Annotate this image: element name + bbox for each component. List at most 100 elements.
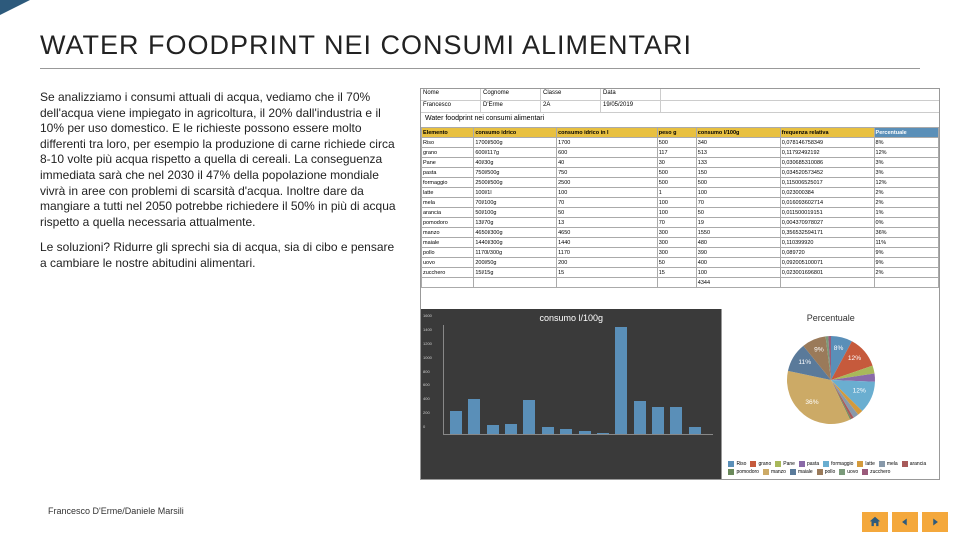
sheet-header-values: Francesco D'Erme 2A 19/05/2019 — [421, 101, 939, 113]
legend-item: pasta — [799, 461, 819, 467]
table-row: uovo200l/50g200504000,0920051000719% — [422, 258, 939, 268]
table-row: manzo4650l/300g465030015500,356532594171… — [422, 228, 939, 238]
legend-swatch — [862, 469, 868, 475]
data-table: Elementoconsumo idricoconsumo idrico in … — [421, 127, 939, 288]
val-data: 19/05/2019 — [601, 101, 661, 112]
legend-item: formaggio — [823, 461, 853, 467]
body-text: Se analizziamo i consumi attuali di acqu… — [40, 90, 400, 282]
legend-item: Pane — [775, 461, 795, 467]
svg-text:36%: 36% — [805, 399, 818, 406]
bar-y-labels: 16001400120010008006004002000 — [423, 313, 437, 429]
table-row: grano600l/117g6001175130,1179249219212% — [422, 148, 939, 158]
legend-swatch — [857, 461, 863, 467]
bar — [689, 427, 701, 434]
legend-item: Riso — [728, 461, 746, 467]
col-header: consumo l/100g — [696, 128, 780, 138]
bar — [670, 407, 682, 435]
nav-prev-button[interactable] — [892, 512, 918, 532]
col-header: Percentuale — [874, 128, 938, 138]
pie-chart: Percentuale 8% 12% 12% 36% 11%9% Riso grano Pa… — [721, 309, 939, 479]
table-row: pomodoro13l/70g1370190,0043709780270% — [422, 218, 939, 228]
legend-item: uovo — [839, 469, 858, 475]
col-header: consumo idrico — [474, 128, 557, 138]
table-row: zucchero15l/15g15151000,0230016968012% — [422, 268, 939, 278]
table-title: Water foodprint nei consumi alimentari — [421, 113, 939, 127]
legend-item: latte — [857, 461, 874, 467]
col-header: Elemento — [422, 128, 474, 138]
bar — [634, 401, 646, 434]
sheet-header-labels: Nome Cognome Classe Data — [421, 89, 939, 101]
legend-item: pomodoro — [728, 469, 759, 475]
legend-swatch — [763, 469, 769, 475]
bar — [487, 425, 499, 434]
bar — [615, 327, 627, 434]
bar-chart: consumo l/100g 1600140012001000800600400… — [421, 309, 721, 479]
table-row: Pane40l/30g40301330,0306853100863% — [422, 158, 939, 168]
svg-text:11%: 11% — [798, 359, 811, 366]
legend-swatch — [728, 461, 734, 467]
paragraph-1: Se analizziamo i consumi attuali di acqu… — [40, 90, 400, 230]
legend-swatch — [775, 461, 781, 467]
arrow-right-icon — [928, 515, 942, 529]
svg-text:12%: 12% — [852, 387, 865, 394]
legend-item: zucchero — [862, 469, 890, 475]
spreadsheet-screenshot: Nome Cognome Classe Data Francesco D'Erm… — [420, 88, 940, 480]
nav-home-button[interactable] — [862, 512, 888, 532]
footer-credit: Francesco D'Erme/Daniele Marsili — [48, 506, 184, 516]
table-row: maiale1440l/300g14403004800,11039992011% — [422, 238, 939, 248]
arrow-left-icon — [898, 515, 912, 529]
val-cognome: D'Erme — [481, 101, 541, 112]
hdr-nome: Nome — [421, 89, 481, 100]
legend-swatch — [790, 469, 796, 475]
legend-swatch — [750, 461, 756, 467]
col-header: peso g — [657, 128, 696, 138]
val-classe: 2A — [541, 101, 601, 112]
bar — [579, 431, 591, 434]
legend-item: mela — [879, 461, 898, 467]
bar-area — [443, 325, 713, 435]
legend-item: manzo — [763, 469, 786, 475]
legend-swatch — [839, 469, 845, 475]
legend-item: grano — [750, 461, 771, 467]
corner-decoration-tl — [0, 0, 30, 15]
table-row: pollo1170l/300g11703003900,0897209% — [422, 248, 939, 258]
table-row: Riso1700l/500g17005003400,0781467583498% — [422, 138, 939, 148]
table-row: latte100l/1l10011000,0230003842% — [422, 188, 939, 198]
col-header: consumo idrico in l — [557, 128, 658, 138]
svg-text:9%: 9% — [814, 347, 824, 354]
legend-swatch — [902, 461, 908, 467]
page-title: WATER FOODPRINT NEI CONSUMI ALIMENTARI — [40, 30, 692, 61]
legend-swatch — [879, 461, 885, 467]
legend-item: arancia — [902, 461, 926, 467]
bar — [560, 429, 572, 434]
bar — [597, 433, 609, 434]
paragraph-2: Le soluzioni? Ridurre gli sprechi sia di… — [40, 240, 400, 271]
home-icon — [868, 515, 882, 529]
bar — [468, 399, 480, 434]
bar — [450, 411, 462, 434]
bar — [542, 427, 554, 434]
table-row: pasta750l/500g7505001500,0345205734523% — [422, 168, 939, 178]
legend-item: pollo — [817, 469, 836, 475]
title-underline — [40, 68, 920, 69]
table-row: mela70l/100g70100700,0160936027142% — [422, 198, 939, 208]
legend-item: maiale — [790, 469, 813, 475]
bar — [523, 400, 535, 434]
legend-swatch — [799, 461, 805, 467]
pie-chart-title: Percentuale — [726, 313, 935, 323]
legend-swatch — [728, 469, 734, 475]
legend-swatch — [823, 461, 829, 467]
hdr-cognome: Cognome — [481, 89, 541, 100]
svg-text:8%: 8% — [833, 345, 843, 352]
table-row: arancia50l/100g50100500,0115000191511% — [422, 208, 939, 218]
hdr-classe: Classe — [541, 89, 601, 100]
table-row: formaggio2500l/500g25005005000,115006525… — [422, 178, 939, 188]
svg-text:12%: 12% — [848, 355, 861, 362]
nav-next-button[interactable] — [922, 512, 948, 532]
hdr-data: Data — [601, 89, 661, 100]
bar — [505, 424, 517, 434]
nav-buttons — [862, 512, 948, 532]
pie-svg: 8% 12% 12% 36% 11%9% — [776, 325, 886, 435]
val-nome: Francesco — [421, 101, 481, 112]
charts-row: consumo l/100g 1600140012001000800600400… — [421, 309, 939, 479]
